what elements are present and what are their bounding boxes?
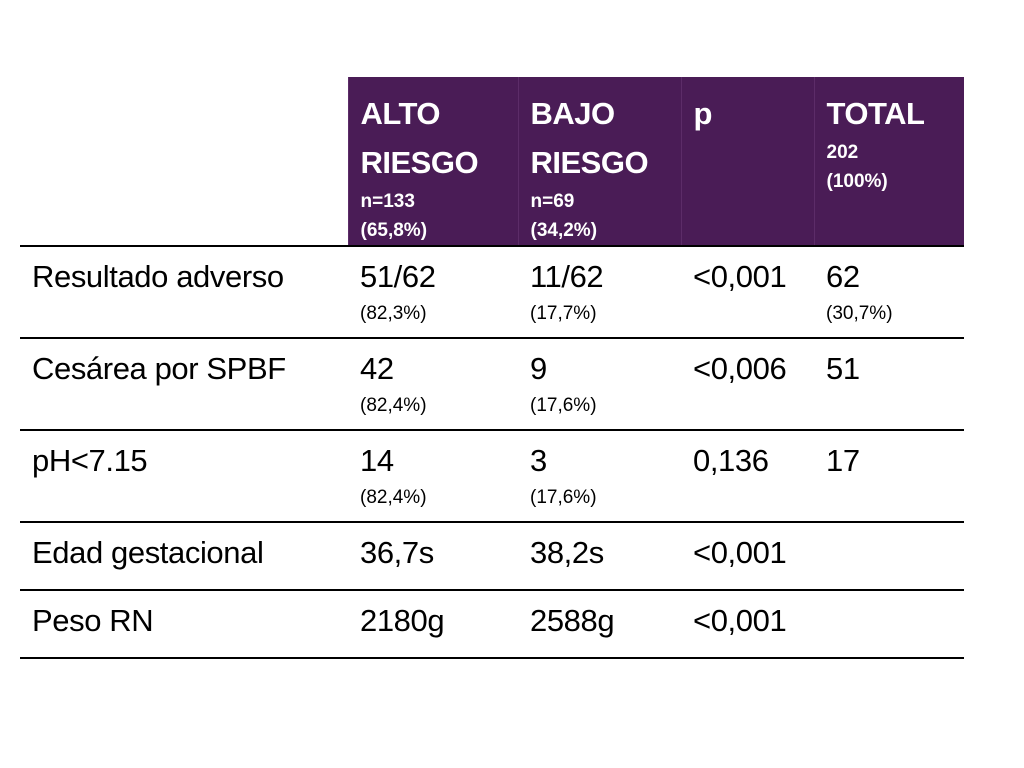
cell-total: 62 (30,7%) [814,245,964,338]
cell-p-value: <0,001 [681,589,814,659]
cell-value: 14 [360,443,394,478]
cell-p-value: <0,001 [681,521,814,590]
cell-percent: (17,7%) [530,303,597,324]
header-count: n=133 [360,191,415,212]
row-label-cell: Resultado adverso [20,245,348,338]
cell-value: 11/62 [530,259,604,294]
cell-total: 17 [814,429,964,522]
header-row: ALTO RIESGO n=133 (65,8%) BAJO RIESGO n=… [20,77,964,246]
cell-value: <0,006 [693,351,787,386]
table-row: Cesárea por SPBF 42 (82,4%) 9 (17,6%) <0… [20,337,964,430]
cell-alto-riesgo: 2180g [348,589,518,659]
table-row: Peso RN 2180g 2588g <0,001 [20,589,964,659]
cell-p-value: <0,006 [681,337,814,430]
cell-value: 0,136 [693,443,769,478]
cell-value: 62 [826,259,860,294]
cell-alto-riesgo: 36,7s [348,521,518,590]
cell-value: 9 [530,351,547,386]
header-title-line2: RIESGO [360,145,479,180]
row-label-cell: pH<7.15 [20,429,348,522]
results-table: ALTO RIESGO n=133 (65,8%) BAJO RIESGO n=… [20,77,964,659]
row-label: Edad gestacional [32,535,264,570]
cell-percent: (17,6%) [530,487,597,508]
header-title-line1: ALTO [360,96,441,131]
header-total: TOTAL 202 (100%) [813,77,964,246]
header-percent: (100%) [826,171,888,192]
cell-bajo-riesgo: 2588g [518,589,681,659]
cell-p-value: <0,001 [681,245,814,338]
cell-value: <0,001 [693,535,787,570]
header-p-value: p [680,77,814,246]
row-label: Cesárea por SPBF [32,351,286,386]
header-count: n=69 [530,191,575,212]
cell-value: 2180g [360,603,445,638]
cell-bajo-riesgo: 9 (17,6%) [518,337,681,430]
row-label: pH<7.15 [32,443,148,478]
cell-bajo-riesgo: 11/62 (17,7%) [518,245,681,338]
cell-percent: (82,3%) [360,303,427,324]
cell-alto-riesgo: 14 (82,4%) [348,429,518,522]
header-bajo-riesgo: BAJO RIESGO n=69 (34,2%) [517,77,681,246]
cell-value: 42 [360,351,394,386]
header-title-line2: RIESGO [530,145,649,180]
cell-percent: (30,7%) [826,303,893,324]
row-label-cell: Edad gestacional [20,521,348,590]
cell-value: 2588g [530,603,615,638]
cell-value: <0,001 [693,603,787,638]
cell-value: 38,2s [530,535,604,570]
table-row: Edad gestacional 36,7s 38,2s <0,001 [20,521,964,590]
row-label: Resultado adverso [32,259,284,294]
cell-value: 36,7s [360,535,434,570]
row-label: Peso RN [32,603,154,638]
header-alto-riesgo: ALTO RIESGO n=133 (65,8%) [347,77,518,246]
header-percent: (65,8%) [360,220,428,241]
header-title-line1: TOTAL [826,96,925,131]
header-title-line1: BAJO [530,96,616,131]
cell-percent: (82,4%) [360,395,427,416]
cell-alto-riesgo: 42 (82,4%) [348,337,518,430]
cell-percent: (17,6%) [530,395,597,416]
cell-total [814,521,964,590]
cell-total [814,589,964,659]
header-title-line1: p [693,96,713,131]
cell-bajo-riesgo: 3 (17,6%) [518,429,681,522]
table-row: pH<7.15 14 (82,4%) 3 (17,6%) 0,136 17 [20,429,964,522]
cell-value: 17 [826,443,860,478]
cell-bajo-riesgo: 38,2s [518,521,681,590]
header-count: 202 [826,142,859,163]
header-corner-cell [20,77,348,246]
header-percent: (34,2%) [530,220,598,241]
cell-value: 51/62 [360,259,436,294]
row-label-cell: Cesárea por SPBF [20,337,348,430]
cell-percent: (82,4%) [360,487,427,508]
cell-value: 51 [826,351,860,386]
cell-alto-riesgo: 51/62 (82,3%) [348,245,518,338]
table-row: Resultado adverso 51/62 (82,3%) 11/62 (1… [20,245,964,338]
cell-p-value: 0,136 [681,429,814,522]
cell-value: <0,001 [693,259,787,294]
row-label-cell: Peso RN [20,589,348,659]
cell-value: 3 [530,443,547,478]
cell-total: 51 [814,337,964,430]
